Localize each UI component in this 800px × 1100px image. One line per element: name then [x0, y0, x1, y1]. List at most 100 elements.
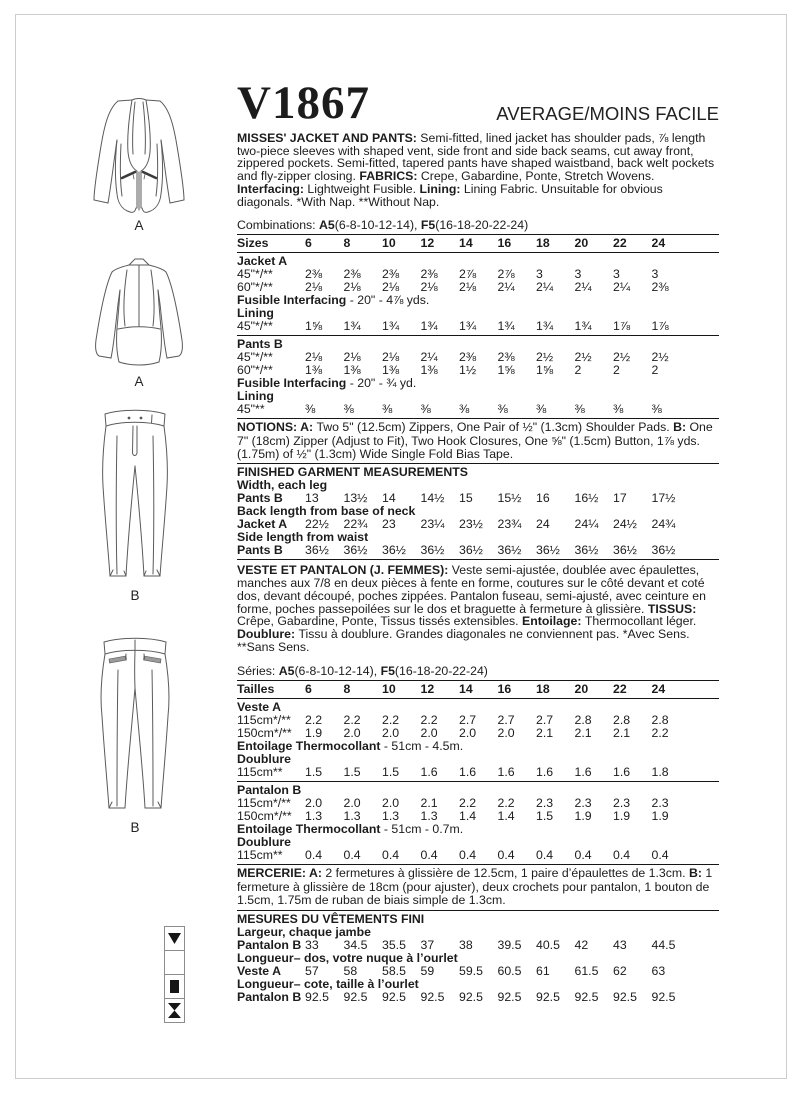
table-cell: 0.4 — [574, 848, 592, 863]
table-cell: 2.8 — [574, 713, 592, 728]
section-label: Back length from base of neck — [237, 504, 416, 519]
table-cell: 2.7 — [497, 713, 515, 728]
section-label: FINISHED GARMENT MEASUREMENTS — [237, 465, 468, 480]
table-cell: 2.1 — [613, 726, 631, 741]
table-row: 45"*/** 1⅝ 1¾ 1¾ 1¾ 1¾ 1¾ 1¾ 1¾ 1⅞ 1⅞ — [237, 320, 719, 333]
section-label: Veste A — [237, 700, 281, 715]
section-label: Longueur– cote, taille à l’ourlet — [237, 976, 419, 991]
table-cell: 2.0 — [459, 726, 477, 741]
mercerie-text: MERCERIE: A: 2 fermetures à glissière de… — [237, 867, 719, 907]
table-cell: 3 — [536, 267, 543, 282]
table-cell: 92.5 — [651, 989, 676, 1004]
section-label: Lining — [237, 306, 274, 321]
nap-triangle-down-icon — [164, 926, 185, 951]
row-label: 60"*/** — [237, 280, 273, 295]
table-cell: 1.9 — [574, 809, 592, 824]
text-bold: MISSES' JACKET AND PANTS: — [237, 131, 421, 145]
table-cell: 1¾ — [343, 319, 361, 334]
table-cell: 2.0 — [343, 796, 361, 811]
row-label: Pants B — [237, 491, 283, 506]
table-cell: 0.4 — [613, 848, 631, 863]
table-cell: 1¾ — [536, 319, 554, 334]
difficulty-label: AVERAGE/MOINS FACILE — [496, 103, 719, 124]
table-cell: 38 — [459, 937, 473, 952]
text-bold: B: — [673, 420, 690, 435]
text-bold: Lining: — [419, 181, 464, 196]
section-label: Pantalon B — [237, 783, 302, 798]
table-note: Fusible Interfacing - 20" - 4⅞ yds. — [237, 294, 690, 307]
text-bold: Fusible Interfacing — [237, 376, 347, 391]
table-cell: 2.8 — [651, 713, 669, 728]
table-row: Veste A — [237, 701, 719, 714]
table-cell: 2 — [574, 363, 582, 378]
table-cell: 60.5 — [497, 963, 522, 978]
table-cell: 1.5 — [305, 765, 323, 780]
text-bold: Entoilage: — [522, 614, 585, 629]
table-cell: 36½ — [459, 543, 483, 558]
table-cell: 36½ — [536, 543, 560, 558]
table-cell: 36½ — [420, 543, 445, 558]
table-cell: 1.6 — [497, 765, 515, 780]
table-cell: 1.5 — [343, 765, 361, 780]
table-cell: 1¾ — [420, 319, 438, 334]
table-cell: 1.9 — [613, 809, 631, 824]
table-cell: 0.4 — [536, 848, 554, 863]
combinations-line: Combinations: A5(6-8-10-12-14), F5(16-18… — [237, 219, 719, 232]
table-row: Pantalon B 33 34.5 35.5 37 38 39.5 40.5 42 43 44.5 — [237, 937, 719, 952]
pattern-number: V1867 — [237, 77, 370, 129]
nap-symbol-column — [164, 926, 185, 1023]
table-row: Fusible Interfacing - 20" - ¾ yd. — [237, 377, 719, 390]
table-cell: 24 — [651, 682, 666, 697]
row-label: 45"*/** — [237, 350, 273, 365]
table-row: Pantalon B 92.5 92.5 92.5 92.5 92.5 92.5 92.5 92… — [237, 989, 719, 1004]
table-cell: 34.5 — [343, 937, 368, 952]
table-row: Jacket A 22½ 22¾ 23 23¼ 23½ 23¾ 24 24¼ 24½ 24¾ — [237, 518, 719, 531]
table-cell: 2.7 — [536, 713, 554, 728]
jacket-front-drawing — [93, 98, 185, 213]
table-cell: 22 — [613, 236, 627, 251]
table-row: 60"*/** 1⅜ 1⅜ 1⅜ 1⅜ 1½ 1⅝ 1⅝ 2 2 2 — [237, 364, 719, 377]
row-label: 45"*/** — [237, 267, 273, 282]
table-cell: 23 — [382, 517, 396, 532]
table-cell: 2.2 — [497, 796, 515, 811]
table-cell: 0.4 — [459, 848, 477, 863]
table-cell: 0.4 — [420, 848, 438, 863]
row-label: 115cm*/** — [237, 796, 291, 811]
text-bold: MERCERIE: A: — [237, 866, 326, 881]
table-cell: 2.1 — [574, 726, 592, 741]
table-cell: 1⅜ — [382, 363, 400, 378]
table-row: Pantalon B — [237, 784, 719, 797]
table-cell: 16 — [536, 491, 550, 506]
text-run: One 7" (18cm) Zipper (Adjust to Fit), Tw… — [237, 420, 713, 462]
table-cell: 92.5 — [613, 989, 637, 1004]
text-bold: F5 — [420, 218, 436, 233]
table-row: MESURES DU VÊTEMENTS FINI — [237, 912, 719, 926]
text-run: - 20" - 4⅞ yds. — [346, 293, 430, 308]
table-cell: 22 — [613, 682, 627, 697]
jacket-front-label: A — [134, 218, 144, 233]
table-cell: 92.5 — [536, 989, 560, 1004]
table-cell: 2⅜ — [651, 280, 669, 295]
section-label: Side length from waist — [237, 530, 369, 545]
table-row: 115cm*/** 2.2 2.2 2.2 2.2 2.7 2.7 2.7 2.8 2.8 2.8 — [237, 714, 719, 727]
jacket-back-illustration — [85, 256, 193, 370]
table-row: Back length from base of neck — [237, 505, 719, 518]
table-cell: 92.5 — [343, 989, 368, 1004]
jacket-front-illustration — [85, 98, 193, 216]
table-cell: 1¾ — [382, 319, 400, 334]
yardage-table-french: Tailles 6 8 10 12 14 16 18 20 22 24 Veste A 115cm*/*… — [237, 680, 719, 866]
table-note: Entoilage Thermocollant - 51cm - 0.7m. — [237, 823, 690, 836]
table-cell: 24 — [651, 236, 666, 251]
table-cell: 92.5 — [305, 989, 329, 1004]
text-bold: F5 — [380, 664, 395, 679]
table-cell: 18 — [536, 236, 550, 251]
table-cell: ⅜ — [420, 402, 431, 417]
table-cell: 36½ — [382, 543, 406, 558]
text-bold: Entoilage Thermocollant — [237, 739, 381, 754]
table-row: Jacket A — [237, 255, 719, 268]
table-cell: 2.0 — [305, 796, 323, 811]
separator-rule — [237, 559, 719, 561]
text-bold: A5 — [278, 664, 295, 679]
table-row: Tailles 6 8 10 12 14 16 18 20 22 24 — [237, 683, 719, 696]
table-cell: 2⅛ — [382, 350, 400, 365]
